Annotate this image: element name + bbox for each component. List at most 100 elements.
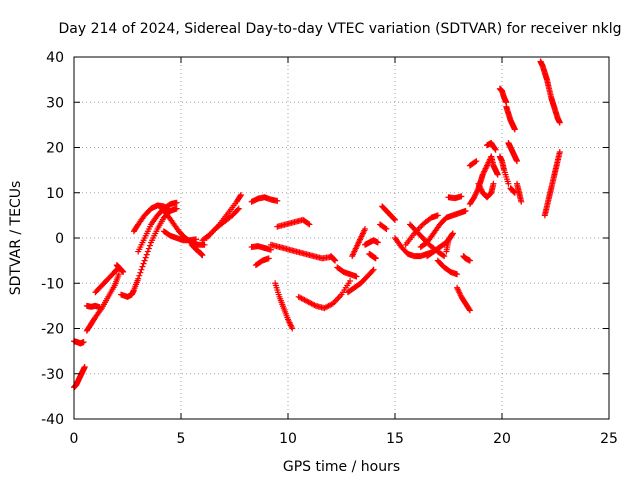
data-point xyxy=(382,225,389,232)
series-arc-43 xyxy=(484,139,499,153)
data-point xyxy=(362,225,369,232)
series-arc-25 xyxy=(349,225,369,260)
data-point xyxy=(192,236,199,243)
data-point xyxy=(96,304,103,311)
series-arc-50 xyxy=(513,180,525,205)
data-point xyxy=(135,275,142,282)
data-point xyxy=(462,207,469,214)
x-tick-label: 0 xyxy=(70,431,79,447)
series-arc-41 xyxy=(466,158,480,169)
data-point xyxy=(120,268,127,275)
data-point xyxy=(505,180,512,187)
data-point xyxy=(518,198,525,205)
series-arc-11 xyxy=(160,228,199,244)
data-point xyxy=(473,158,480,165)
series-arc-33 xyxy=(417,207,469,251)
y-axis-label: SDTVAR / TECUs xyxy=(8,181,24,296)
series-arc-36 xyxy=(443,230,456,255)
y-tick-label: 0 xyxy=(55,231,64,247)
series-arc-21 xyxy=(295,277,354,312)
series-arc-3 xyxy=(83,271,122,334)
y-tick-label: 30 xyxy=(46,95,64,111)
data-point xyxy=(115,271,122,278)
series-arc-12 xyxy=(188,241,206,259)
series-arc-17 xyxy=(267,241,334,262)
series-arc-22 xyxy=(327,253,339,264)
data-point xyxy=(374,239,381,246)
data-point xyxy=(491,145,498,152)
data-point xyxy=(306,221,313,228)
data-point xyxy=(370,266,377,273)
series-arc-14 xyxy=(203,205,242,241)
data-point xyxy=(466,307,473,314)
series-arc-44 xyxy=(488,153,501,178)
y-tick-label: 10 xyxy=(46,186,64,202)
y-tick-label: -40 xyxy=(41,412,64,428)
data-point xyxy=(274,197,281,204)
data-point xyxy=(145,245,152,252)
series-arc-48 xyxy=(505,139,520,165)
data-point xyxy=(466,306,473,313)
series-arc-5 xyxy=(92,266,120,296)
data-point xyxy=(492,146,499,153)
x-axis-label: GPS time / hours xyxy=(283,459,400,475)
data-point xyxy=(305,220,312,227)
data-point xyxy=(137,269,144,276)
data-point xyxy=(472,158,479,165)
data-point xyxy=(143,251,150,258)
x-tick-label: 15 xyxy=(386,431,404,447)
data-point xyxy=(235,205,242,212)
series-arc-38 xyxy=(454,284,473,314)
series-arc-37 xyxy=(445,193,465,202)
data-point xyxy=(347,277,354,284)
data-point xyxy=(144,248,151,255)
series-arc-42 xyxy=(475,180,497,201)
x-tick-label: 10 xyxy=(279,431,297,447)
data-point xyxy=(267,246,274,253)
data-point xyxy=(391,216,398,223)
data-point xyxy=(146,242,153,249)
data-point xyxy=(173,199,180,206)
data-point xyxy=(441,253,448,260)
data-point xyxy=(392,216,398,223)
data-point xyxy=(449,230,456,237)
data-point xyxy=(142,254,149,261)
data-point xyxy=(141,257,148,264)
x-tick-label: 5 xyxy=(177,431,186,447)
x-tick-label: 20 xyxy=(493,431,511,447)
data-point xyxy=(372,255,379,262)
data-point xyxy=(201,241,208,248)
y-tick-label: 20 xyxy=(46,141,64,157)
axis-ticks: 0 5 10 15 20 25 -40 -30 -20 -10 0 10 20 30 40 xyxy=(41,50,618,447)
series-arc-51 xyxy=(537,58,563,126)
data-point xyxy=(289,325,296,332)
data-point xyxy=(237,193,244,200)
series-arc-16 xyxy=(252,255,272,269)
series-arc-47 xyxy=(503,103,518,133)
y-tick-label: -10 xyxy=(41,276,64,292)
data-point xyxy=(237,192,244,199)
data-point xyxy=(136,272,143,279)
series-arc-4 xyxy=(83,302,103,311)
data-point xyxy=(166,207,173,214)
data-point xyxy=(173,205,180,212)
series-arc-52 xyxy=(541,149,563,219)
data-point xyxy=(140,260,147,267)
series-arc-45 xyxy=(496,85,510,106)
data-point xyxy=(556,149,563,156)
chart-title: Day 214 of 2024, Sidereal Day-to-day VTE… xyxy=(59,21,622,37)
series-arc-39 xyxy=(460,253,473,264)
series-arc-46 xyxy=(496,153,512,187)
series-arc-35 xyxy=(434,257,461,278)
data-point xyxy=(434,212,441,219)
y-tick-label: -20 xyxy=(41,322,64,338)
data-point xyxy=(466,257,473,264)
data-point xyxy=(234,206,241,213)
y-tick-label: -30 xyxy=(41,367,64,383)
data-point xyxy=(332,257,339,264)
series-arc-24 xyxy=(344,266,377,296)
data-points xyxy=(71,58,563,391)
series-arc-27 xyxy=(366,250,379,262)
series-arc-6 xyxy=(113,262,127,275)
